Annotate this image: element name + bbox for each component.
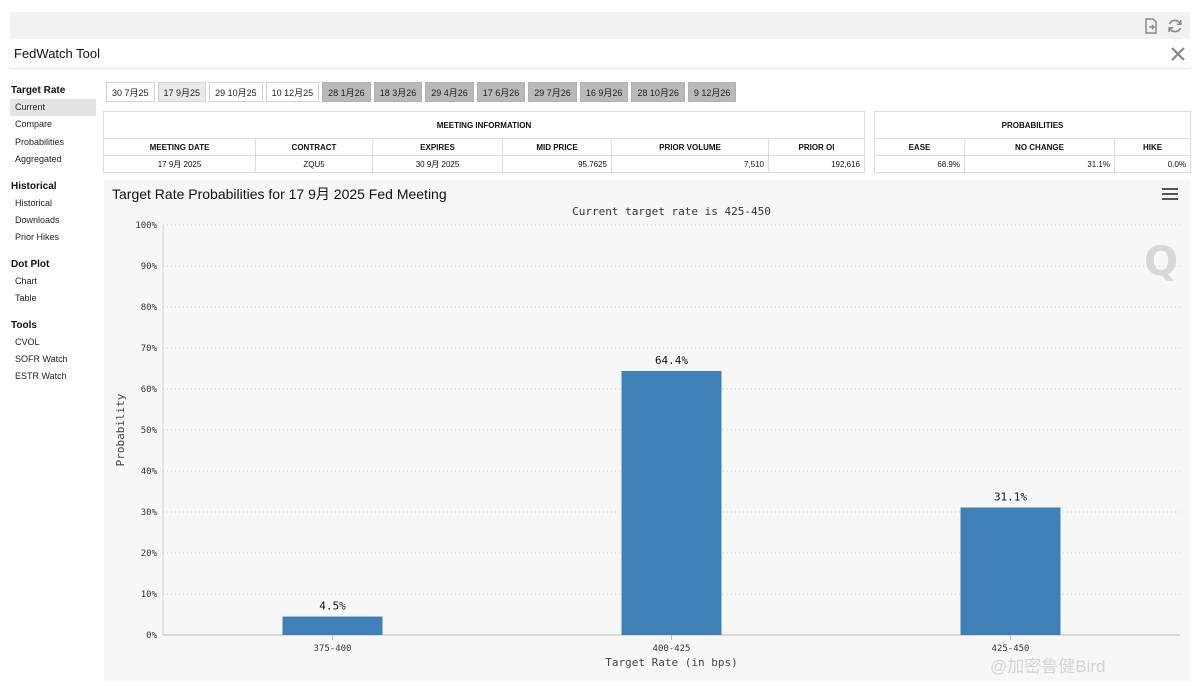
tab-meeting-2[interactable]: 29 10月25 [209, 82, 263, 102]
meeting-info-title: MEETING INFORMATION [103, 111, 865, 139]
col-prior-oi: PRIOR OI [768, 138, 865, 156]
prior-volume-value: 7,510 [611, 155, 769, 173]
refresh-icon[interactable] [1166, 17, 1184, 35]
q-logo-icon: Q [1144, 239, 1178, 285]
sidebar-item-cvol[interactable]: CVOL [15, 336, 40, 347]
meeting-date-value: 17 9月 2025 [103, 155, 256, 173]
sidebar-item-downloads[interactable]: Downloads [15, 214, 60, 225]
data-label: 4.5% [319, 600, 346, 613]
sidebar-item-historical[interactable]: Historical [15, 197, 53, 208]
sidebar-item-table[interactable]: Table [15, 293, 37, 304]
tab-meeting-6[interactable]: 29 4月26 [425, 82, 474, 102]
top-toolbar [10, 12, 1190, 39]
y-tick-label: 90% [141, 262, 158, 272]
sidebar-nav: Target Rate Current Compare Probabilities Ag… [10, 82, 96, 386]
x-tick-label: 400-425 [653, 644, 691, 654]
y-tick-label: 50% [141, 426, 158, 436]
contract-value: ZQU5 [255, 155, 373, 173]
bar-375-400 [282, 616, 383, 635]
data-label: 64.4% [655, 354, 688, 367]
y-tick-label: 60% [141, 385, 158, 395]
title-bar: FedWatch Tool [10, 40, 1190, 69]
sidebar-section-title: Target Rate [11, 85, 66, 96]
x-tick-label: 425-450 [992, 644, 1030, 654]
col-hike: HIKE [1114, 138, 1191, 156]
x-axis-label: Target Rate (in bps) [605, 656, 737, 669]
tab-meeting-9[interactable]: 16 9月26 [579, 82, 629, 102]
sidebar-item-prior-hikes[interactable]: Prior Hikes [15, 232, 60, 243]
bar-400-425 [621, 370, 722, 635]
table-row: 17 9月 2025 ZQU5 30 9月 2025 95.7625 7,510… [103, 155, 865, 173]
y-tick-label: 70% [141, 344, 158, 354]
y-tick-label: 30% [141, 508, 158, 518]
ease-value: 68.9% [874, 155, 965, 173]
y-tick-label: 100% [135, 221, 157, 231]
col-contract: CONTRACT [255, 138, 373, 156]
tab-meeting-4[interactable]: 28 1月26 [322, 82, 371, 102]
col-expires: EXPIRES [372, 138, 503, 156]
sidebar-item-sofr-watch[interactable]: SOFR Watch [15, 353, 68, 364]
sidebar-item-estr-watch[interactable]: ESTR Watch [15, 371, 67, 382]
tab-meeting-11[interactable]: 9 12月26 [687, 82, 737, 102]
col-prior-volume: PRIOR VOLUME [611, 138, 769, 156]
close-icon[interactable] [1170, 46, 1186, 62]
sidebar-item-compare[interactable]: Compare [15, 119, 53, 130]
sidebar-item-current[interactable]: Current [10, 99, 96, 117]
y-tick-label: 40% [141, 467, 158, 477]
tab-meeting-3[interactable]: 10 12月25 [265, 82, 320, 102]
probabilities-title: PROBABILITIES [874, 111, 1191, 139]
tab-meeting-0[interactable]: 30 7月25 [106, 82, 155, 102]
y-tick-label: 20% [141, 549, 158, 559]
col-ease: EASE [874, 138, 965, 156]
meeting-information-table: MEETING INFORMATION MEETING DATE CONTRAC… [103, 111, 865, 173]
mid-price-value: 95.7625 [502, 155, 612, 173]
probability-bar-chart: Q Current target rate is 425-450 0% 10% 20% 3… [114, 205, 1180, 669]
app-title: FedWatch Tool [14, 46, 100, 61]
chart-subtitle: Current target rate is 425-450 [572, 205, 771, 218]
col-meeting-date: MEETING DATE [103, 138, 256, 156]
hamburger-menu-icon[interactable] [1162, 188, 1178, 202]
bar-425-450 [960, 507, 1061, 635]
tab-meeting-1[interactable]: 17 9月25 [157, 82, 207, 102]
meeting-date-tabs: 30 7月25 17 9月25 29 10月25 10 12月25 28 1月26 18 … [106, 82, 737, 102]
watermark: @加密鲁健Bird [990, 657, 1106, 676]
data-label: 31.1% [994, 490, 1027, 503]
sidebar-section-title: Tools [11, 319, 37, 331]
probabilities-table: PROBABILITIES EASE NO CHANGE HIKE 68.9% … [874, 111, 1191, 173]
sidebar-section-title: Dot Plot [11, 258, 50, 270]
tab-meeting-8[interactable]: 29 7月26 [528, 82, 577, 102]
x-tick-label: 375-400 [314, 644, 352, 654]
export-icon[interactable] [1142, 17, 1160, 35]
chart-title: Target Rate Probabilities for 17 9月 2025… [112, 186, 447, 202]
hike-value: 0.0% [1114, 155, 1191, 173]
sidebar-item-aggregated[interactable]: Aggregated [15, 154, 62, 165]
y-axis-label: Probability [114, 393, 127, 466]
prior-oi-value: 192,616 [768, 155, 865, 173]
y-tick-label: 80% [141, 303, 158, 313]
tab-meeting-10[interactable]: 28 10月26 [631, 82, 685, 102]
y-tick-label: 0% [146, 631, 157, 641]
col-no-change: NO CHANGE [964, 138, 1115, 156]
no-change-value: 31.1% [964, 155, 1115, 173]
sidebar-item-chart[interactable]: Chart [15, 275, 38, 286]
sidebar-section-title: Historical [11, 180, 57, 192]
tab-meeting-7[interactable]: 17 6月26 [476, 82, 526, 102]
chart-panel: Q Current target rate is 425-450 0% 10% 20% 3… [104, 180, 1190, 681]
col-mid-price: MID PRICE [502, 138, 612, 156]
table-row: 68.9% 31.1% 0.0% [874, 155, 1191, 173]
expires-value: 30 9月 2025 [372, 155, 503, 173]
y-tick-label: 10% [141, 590, 158, 600]
sidebar-item-probabilities[interactable]: Probabilities [15, 136, 65, 147]
tab-meeting-5[interactable]: 18 3月26 [373, 82, 423, 102]
